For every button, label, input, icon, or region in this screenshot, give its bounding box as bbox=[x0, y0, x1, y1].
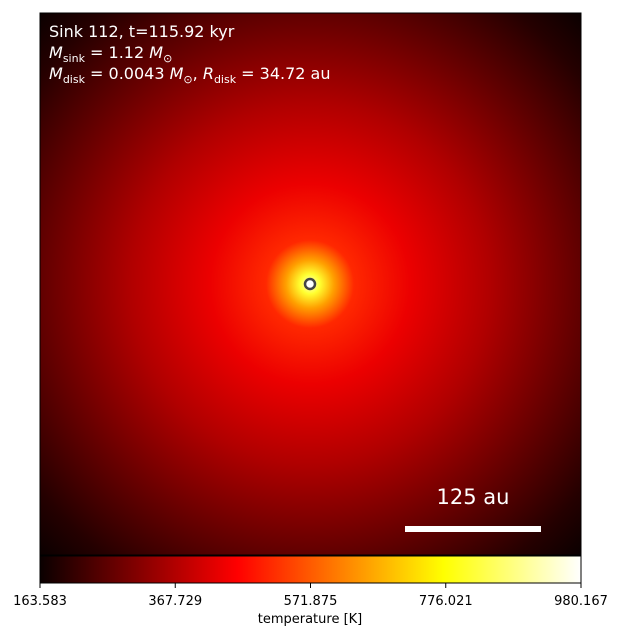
annotation-text: ⊙ bbox=[163, 52, 172, 65]
annotation-text: Sink 112, t=115.92 kyr bbox=[49, 22, 235, 41]
annotation-line: Sink 112, t=115.92 kyr bbox=[49, 22, 235, 41]
annotation-text: disk bbox=[214, 73, 237, 86]
sink-marker bbox=[303, 277, 317, 291]
annotation-text: M bbox=[49, 43, 63, 62]
scale-bar bbox=[405, 526, 541, 532]
annotation-text: M bbox=[49, 64, 63, 83]
annotation-text: sink bbox=[63, 52, 86, 65]
annotation-text: M bbox=[149, 43, 163, 62]
annotation-text: = 0.0043 bbox=[85, 64, 170, 83]
scale-bar-label: 125 au bbox=[437, 485, 510, 509]
annotation-line: Mdisk = 0.0043 M⊙, Rdisk = 34.72 au bbox=[49, 64, 331, 86]
annotation-line: Msink = 1.12 M⊙ bbox=[49, 43, 172, 65]
colorbar-axis: 163.583 367.729 571.875 776.021 980.167 bbox=[13, 583, 608, 609]
colorbar bbox=[39, 555, 582, 584]
annotation-text: , bbox=[193, 64, 203, 83]
colorbar-label: temperature [K] bbox=[258, 612, 363, 627]
annotation-text: = 1.12 bbox=[85, 43, 149, 62]
tick-label: 571.875 bbox=[284, 594, 338, 609]
annotation-text: ⊙ bbox=[183, 73, 192, 86]
tick-label: 163.583 bbox=[13, 594, 67, 609]
tick-label: 367.729 bbox=[148, 594, 202, 609]
annotation-text: M bbox=[170, 64, 184, 83]
tick-label: 776.021 bbox=[419, 594, 473, 609]
annotation-text: = 34.72 au bbox=[236, 64, 330, 83]
annotation-text: R bbox=[203, 64, 214, 83]
annotation-text: disk bbox=[63, 73, 86, 86]
tick-label: 980.167 bbox=[554, 594, 608, 609]
